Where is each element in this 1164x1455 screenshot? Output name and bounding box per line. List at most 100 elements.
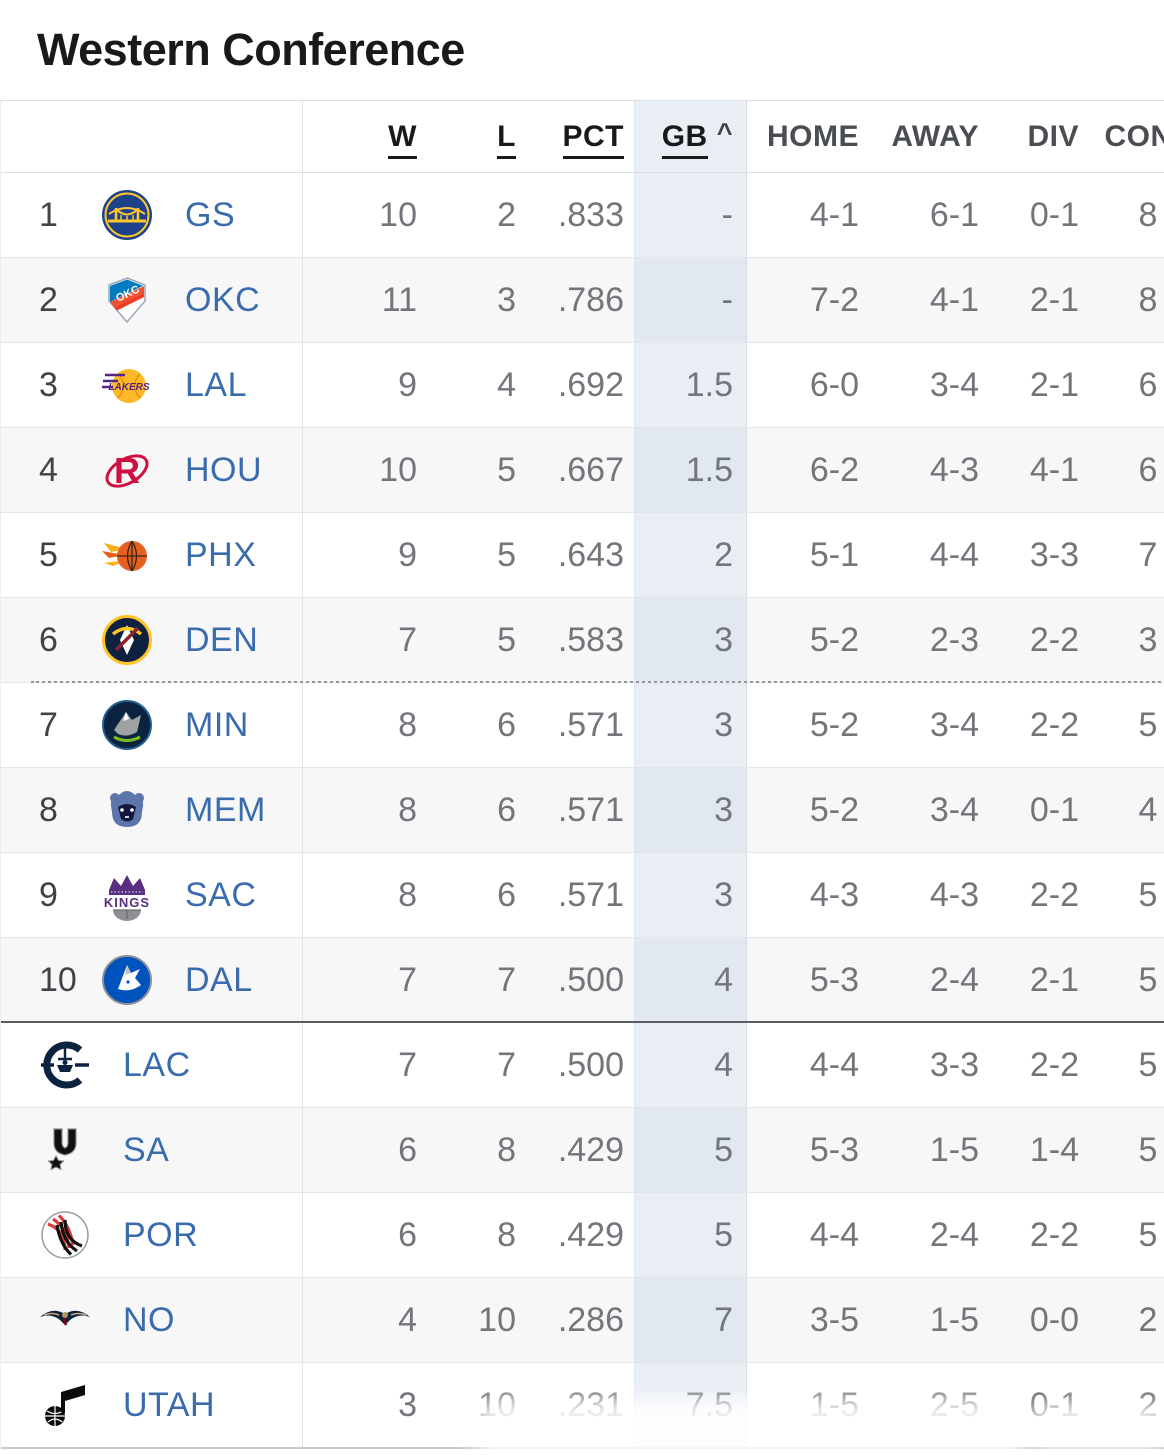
losses-value: 3 (497, 280, 516, 319)
team-logo-slot[interactable]: LAKERS (101, 359, 153, 411)
losses-value: 4 (497, 365, 516, 404)
losses-value: 7 (497, 960, 516, 999)
rank: 2 (39, 280, 58, 319)
team-logo-slot[interactable] (39, 1294, 91, 1346)
team-logo-slot[interactable] (39, 1124, 91, 1176)
team-logo-slot[interactable] (101, 189, 153, 241)
team-logo-slot[interactable] (101, 784, 153, 836)
gb-value: 3 (634, 598, 747, 682)
pct-value: .500 (557, 1045, 624, 1084)
losses-value: 2 (497, 195, 516, 234)
home-record: 5-2 (809, 705, 859, 744)
conf-record: 8 (1138, 195, 1158, 234)
away-record: 3-4 (929, 790, 979, 829)
svg-text:R: R (114, 450, 140, 491)
conf-record: 7 (1138, 535, 1158, 574)
home-record: 5-3 (809, 960, 859, 999)
sort-by-pct-link[interactable]: PCT (562, 119, 624, 159)
team-link[interactable]: GS (185, 195, 236, 234)
away-record: 2-3 (929, 620, 979, 659)
table-row: NO 4 10 .286 7 3-5 1-5 0-0 2 (1, 1278, 1164, 1363)
gb-value: 4 (634, 1023, 747, 1107)
div-record: 2-1 (1029, 365, 1079, 404)
wins-value: 6 (398, 1215, 417, 1254)
team-link[interactable]: OKC (185, 280, 261, 319)
team-logo-slot[interactable] (101, 614, 153, 666)
wins-value: 6 (398, 1130, 417, 1169)
sort-by-wins-link[interactable]: W (388, 119, 417, 159)
table-row: 7 MIN 8 6 .571 3 5-2 3-4 2-2 5 (1, 683, 1164, 768)
team-cell: 10 DAL (1, 938, 303, 1022)
team-cell: 8 MEM (1, 768, 303, 852)
table-row: 8 MEM 8 6 .571 3 5-2 3-4 0-1 4 (1, 768, 1164, 853)
conf-record: 6 (1138, 365, 1158, 404)
pct-value: .231 (557, 1385, 624, 1424)
header-away: AWAY (891, 119, 979, 153)
team-logo-slot[interactable]: KINGS (101, 869, 153, 921)
wins-value: 8 (398, 790, 417, 829)
team-link[interactable]: LAC (123, 1045, 191, 1084)
team-logo-slot[interactable] (101, 699, 153, 751)
wins-value: 7 (398, 1045, 417, 1084)
team-link[interactable]: NO (123, 1300, 175, 1339)
lac-clippers-logo (41, 1041, 89, 1089)
away-record: 2-4 (929, 960, 979, 999)
team-link[interactable]: HOU (185, 450, 263, 489)
team-logo-slot[interactable] (39, 1039, 91, 1091)
team-link[interactable]: UTAH (123, 1385, 216, 1424)
por-blazers-logo (41, 1211, 89, 1259)
team-cell: 9 KINGS SAC (1, 853, 303, 937)
rank: 4 (39, 450, 58, 489)
gb-value: 1.5 (634, 428, 747, 512)
team-cell: 3 LAKERS LAL (1, 343, 303, 427)
sort-by-losses-link[interactable]: L (497, 119, 516, 159)
team-link[interactable]: PHX (185, 535, 257, 574)
team-link[interactable]: SA (123, 1130, 170, 1169)
away-record: 3-3 (929, 1045, 979, 1084)
team-link[interactable]: DAL (185, 960, 253, 999)
team-link[interactable]: DEN (185, 620, 259, 659)
team-cell: UTAH (1, 1363, 303, 1447)
den-nuggets-logo (102, 615, 152, 665)
team-link[interactable]: LAL (185, 365, 247, 404)
standings-table: W L PCT GB ^ HOME AWAY DIV CONF 1 GS 10 … (0, 100, 1164, 1449)
team-logo-slot[interactable] (39, 1209, 91, 1261)
losses-value: 7 (497, 1045, 516, 1084)
wins-value: 7 (398, 620, 417, 659)
team-link[interactable]: POR (123, 1215, 199, 1254)
header-pct: PCT (518, 101, 634, 172)
sa-spurs-logo (47, 1128, 77, 1171)
table-row: UTAH 3 10 .231 7.5 1-5 2-5 0-1 2 (1, 1363, 1164, 1449)
team-link[interactable]: MIN (185, 705, 249, 744)
team-link[interactable]: SAC (185, 875, 257, 914)
away-record: 2-5 (929, 1385, 979, 1424)
rank: 1 (39, 195, 58, 234)
header-div: DIV (1027, 119, 1079, 153)
team-logo-slot[interactable] (39, 1379, 91, 1431)
pct-value: .643 (557, 535, 624, 574)
table-row: 1 GS 10 2 .833 - 4-1 6-1 0-1 8 (1, 173, 1164, 258)
home-record: 6-0 (809, 365, 859, 404)
wins-value: 10 (379, 450, 417, 489)
page-title: Western Conference (37, 24, 465, 75)
team-logo-slot[interactable] (101, 529, 153, 581)
pct-value: .692 (557, 365, 624, 404)
team-link[interactable]: MEM (185, 790, 266, 829)
table-body: 1 GS 10 2 .833 - 4-1 6-1 0-1 8 2 OKC OKC… (1, 173, 1164, 1449)
team-cell: 5 PHX (1, 513, 303, 597)
losses-value: 10 (478, 1385, 516, 1424)
conf-record: 3 (1138, 620, 1158, 659)
team-logo-slot[interactable]: OKC (101, 274, 153, 326)
div-record: 2-2 (1029, 875, 1079, 914)
conf-record: 5 (1138, 1045, 1158, 1084)
gb-value: 3 (634, 853, 747, 937)
wins-value: 9 (398, 365, 417, 404)
team-logo-slot[interactable] (101, 954, 153, 1006)
table-row: LAC 7 7 .500 4 4-4 3-3 2-2 5 (1, 1023, 1164, 1108)
sort-by-gb-link[interactable]: GB (661, 119, 708, 159)
away-record: 1-5 (929, 1130, 979, 1169)
okc-thunder-logo: OKC (108, 277, 146, 324)
dal-mavericks-logo (102, 955, 152, 1005)
team-logo-slot[interactable]: R (101, 444, 153, 496)
